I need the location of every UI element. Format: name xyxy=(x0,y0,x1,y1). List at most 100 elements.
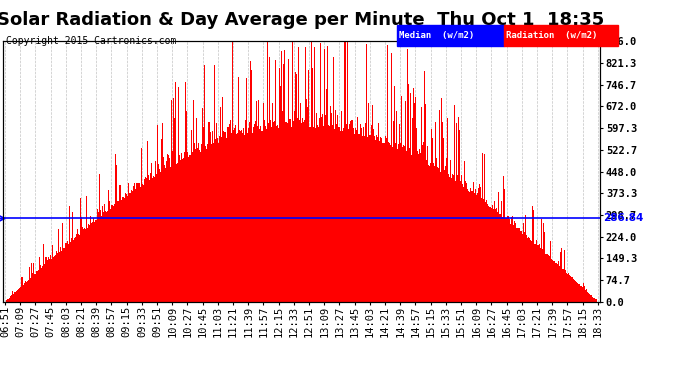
Bar xyxy=(515,223,516,302)
Bar xyxy=(464,181,466,302)
Bar xyxy=(42,266,43,302)
Bar xyxy=(165,168,166,302)
Bar xyxy=(529,238,530,302)
Bar xyxy=(56,251,57,302)
Bar xyxy=(365,123,366,302)
Bar xyxy=(311,41,312,302)
Bar xyxy=(443,138,444,302)
Bar xyxy=(133,186,134,302)
Bar xyxy=(27,280,28,302)
Bar xyxy=(284,51,285,302)
Bar xyxy=(176,164,177,302)
Bar xyxy=(587,292,589,302)
Bar xyxy=(132,191,133,302)
Bar xyxy=(408,150,409,302)
Bar xyxy=(368,103,369,302)
Bar xyxy=(412,118,413,302)
Bar xyxy=(58,229,59,302)
Bar xyxy=(318,127,319,302)
Bar xyxy=(406,151,407,302)
Text: Median  (w/m2): Median (w/m2) xyxy=(399,31,474,40)
Bar xyxy=(270,120,271,302)
Bar xyxy=(335,110,336,302)
Bar xyxy=(572,277,573,302)
Bar xyxy=(101,216,102,302)
Bar xyxy=(399,124,400,302)
Bar xyxy=(513,225,514,302)
Bar xyxy=(422,145,423,302)
Bar xyxy=(528,237,529,302)
Bar xyxy=(346,124,347,302)
Bar xyxy=(298,46,299,302)
Bar xyxy=(106,212,107,302)
Bar xyxy=(405,101,406,302)
Bar xyxy=(32,262,34,302)
Bar xyxy=(175,81,176,302)
Bar xyxy=(124,198,125,302)
Bar xyxy=(387,45,388,302)
Bar xyxy=(534,244,535,302)
Bar xyxy=(286,64,288,302)
Bar xyxy=(65,243,66,302)
Bar xyxy=(577,283,578,302)
Bar xyxy=(509,219,510,302)
Bar xyxy=(327,46,328,302)
Bar xyxy=(476,195,477,302)
Bar xyxy=(242,133,243,302)
Bar xyxy=(148,176,149,302)
Bar xyxy=(22,277,23,302)
Bar xyxy=(351,120,352,302)
Bar xyxy=(116,165,117,302)
Bar xyxy=(416,128,417,302)
Bar xyxy=(125,193,126,302)
Bar xyxy=(151,162,152,302)
Bar xyxy=(189,155,190,302)
Bar xyxy=(404,136,405,302)
Bar xyxy=(219,136,220,302)
Bar xyxy=(164,165,165,302)
Bar xyxy=(438,168,439,302)
Bar xyxy=(88,224,89,302)
Bar xyxy=(409,148,411,302)
Bar xyxy=(384,143,385,302)
Bar xyxy=(61,230,62,302)
Bar xyxy=(149,180,150,302)
Bar xyxy=(319,120,320,302)
Bar xyxy=(543,223,544,302)
Bar xyxy=(481,198,482,302)
Bar xyxy=(221,137,222,302)
Bar xyxy=(459,130,460,302)
Bar xyxy=(10,296,11,302)
Bar xyxy=(500,214,501,302)
Bar xyxy=(389,143,390,302)
Bar xyxy=(563,269,564,302)
Bar xyxy=(519,228,520,302)
Bar xyxy=(146,178,147,302)
Bar xyxy=(285,122,286,302)
Bar xyxy=(136,183,137,302)
Bar xyxy=(517,187,518,302)
Bar xyxy=(388,142,389,302)
Bar xyxy=(361,128,362,302)
Bar xyxy=(78,234,79,302)
Bar xyxy=(305,47,306,302)
Bar xyxy=(288,59,289,302)
Bar xyxy=(235,120,237,302)
Bar xyxy=(262,131,263,302)
Bar xyxy=(324,117,326,302)
Bar xyxy=(309,127,310,302)
Bar xyxy=(145,177,146,302)
Bar xyxy=(505,218,506,302)
Bar xyxy=(43,244,44,302)
Bar xyxy=(337,128,339,302)
Bar xyxy=(276,126,277,302)
Bar xyxy=(526,201,527,302)
Bar xyxy=(66,242,68,302)
Bar xyxy=(498,192,500,302)
Bar xyxy=(350,122,351,302)
Bar xyxy=(74,238,75,302)
Bar xyxy=(322,114,323,302)
Bar xyxy=(581,286,582,302)
Bar xyxy=(478,188,479,302)
Bar xyxy=(573,279,574,302)
